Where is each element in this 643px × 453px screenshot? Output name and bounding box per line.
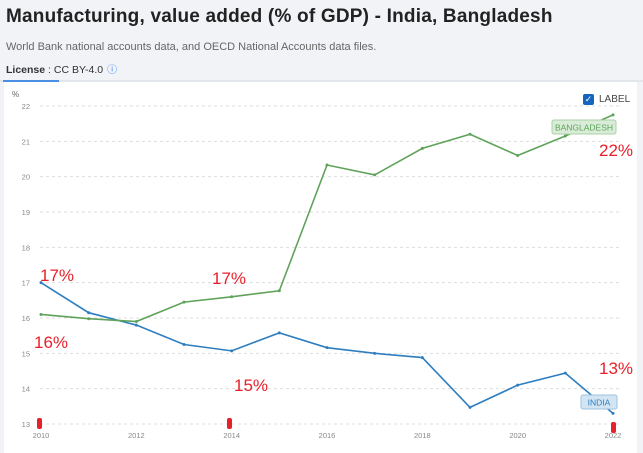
data-point-bangladesh — [420, 146, 424, 150]
data-point-bangladesh — [277, 289, 281, 293]
license-label: License — [6, 64, 46, 76]
series-label: BANGLADESH — [555, 123, 613, 133]
series-label-box — [551, 119, 617, 135]
label-toggle-text: LABEL — [599, 94, 631, 105]
annotation: 17% — [212, 269, 247, 288]
data-point-india — [611, 411, 615, 415]
y-tick-label: 17 — [22, 279, 30, 288]
data-point-bangladesh — [39, 312, 43, 316]
active-tab-indicator — [3, 80, 59, 82]
data-point-india — [563, 371, 567, 375]
license: License : CC BY-4.0 ⓘ — [6, 61, 117, 76]
x-tick-label: 2020 — [509, 431, 526, 440]
data-point-bangladesh — [516, 153, 520, 157]
y-tick-label: 19 — [22, 208, 30, 217]
y-axis-label: % — [12, 90, 19, 99]
line-chart: % 13 14 15 16 17 18 19 20 21 22 2010 2012 2014 2016 201… — [12, 90, 622, 440]
data-point-bangladesh — [182, 300, 186, 304]
y-tick-label: 22 — [22, 102, 30, 111]
y-tick-label: 21 — [22, 137, 30, 146]
annotation: 22% — [599, 141, 634, 160]
data-point-bangladesh — [373, 173, 377, 177]
data-point-bangladesh — [325, 163, 329, 167]
data-point-india — [39, 281, 43, 285]
red-marker — [611, 422, 616, 433]
annotation: 13% — [599, 359, 634, 378]
data-point-bangladesh — [468, 132, 472, 136]
data-point-india — [468, 405, 472, 409]
annotation: 16% — [34, 333, 69, 352]
tab-divider — [0, 80, 643, 82]
data-point-india — [516, 383, 520, 387]
x-tick-label: 2018 — [414, 431, 431, 440]
data-point-india — [87, 311, 91, 315]
chart-panel: % 13 14 15 16 17 18 19 20 21 22 2010 2012 2014 2016 201… — [4, 82, 637, 453]
page-title: Manufacturing, value added (% of GDP) - … — [6, 6, 553, 27]
annotation: 17% — [40, 266, 75, 285]
data-point-bangladesh — [134, 320, 138, 324]
x-tick-label: 2022 — [605, 431, 622, 440]
series-label-box — [580, 394, 618, 410]
series-label: INDIA — [588, 398, 611, 408]
info-circle-icon[interactable]: ⓘ — [107, 65, 118, 76]
data-point-india — [230, 349, 234, 353]
y-tick-label: 20 — [22, 173, 30, 182]
y-tick-label: 15 — [22, 349, 30, 358]
label-toggle[interactable]: ✓ LABEL — [583, 94, 630, 105]
data-point-india — [277, 331, 281, 335]
data-point-bangladesh — [611, 113, 615, 117]
red-marker — [37, 418, 42, 429]
x-tick-label: 2010 — [33, 431, 50, 440]
data-point-bangladesh — [230, 295, 234, 299]
red-marker — [227, 418, 232, 429]
data-point-india — [373, 351, 377, 355]
license-value: : CC BY-4.0 — [48, 64, 104, 76]
series-line-bangladesh — [40, 114, 614, 323]
data-point-india — [182, 343, 186, 346]
x-tick-label: 2014 — [223, 431, 240, 440]
source-note: World Bank national accounts data, and O… — [6, 41, 377, 53]
y-tick-label: 14 — [22, 385, 30, 394]
x-tick-label: 2016 — [319, 431, 336, 440]
annotation: 15% — [234, 376, 269, 395]
data-point-india — [325, 346, 329, 350]
data-point-india — [134, 323, 138, 327]
data-point-bangladesh — [87, 317, 91, 321]
y-tick-label: 16 — [22, 314, 30, 323]
y-tick-label: 13 — [22, 420, 30, 429]
x-tick-label: 2012 — [128, 431, 145, 440]
y-tick-label: 18 — [22, 243, 30, 252]
data-point-bangladesh — [563, 134, 567, 138]
checkbox-checked-icon[interactable]: ✓ — [583, 94, 594, 105]
data-point-india — [420, 356, 424, 360]
